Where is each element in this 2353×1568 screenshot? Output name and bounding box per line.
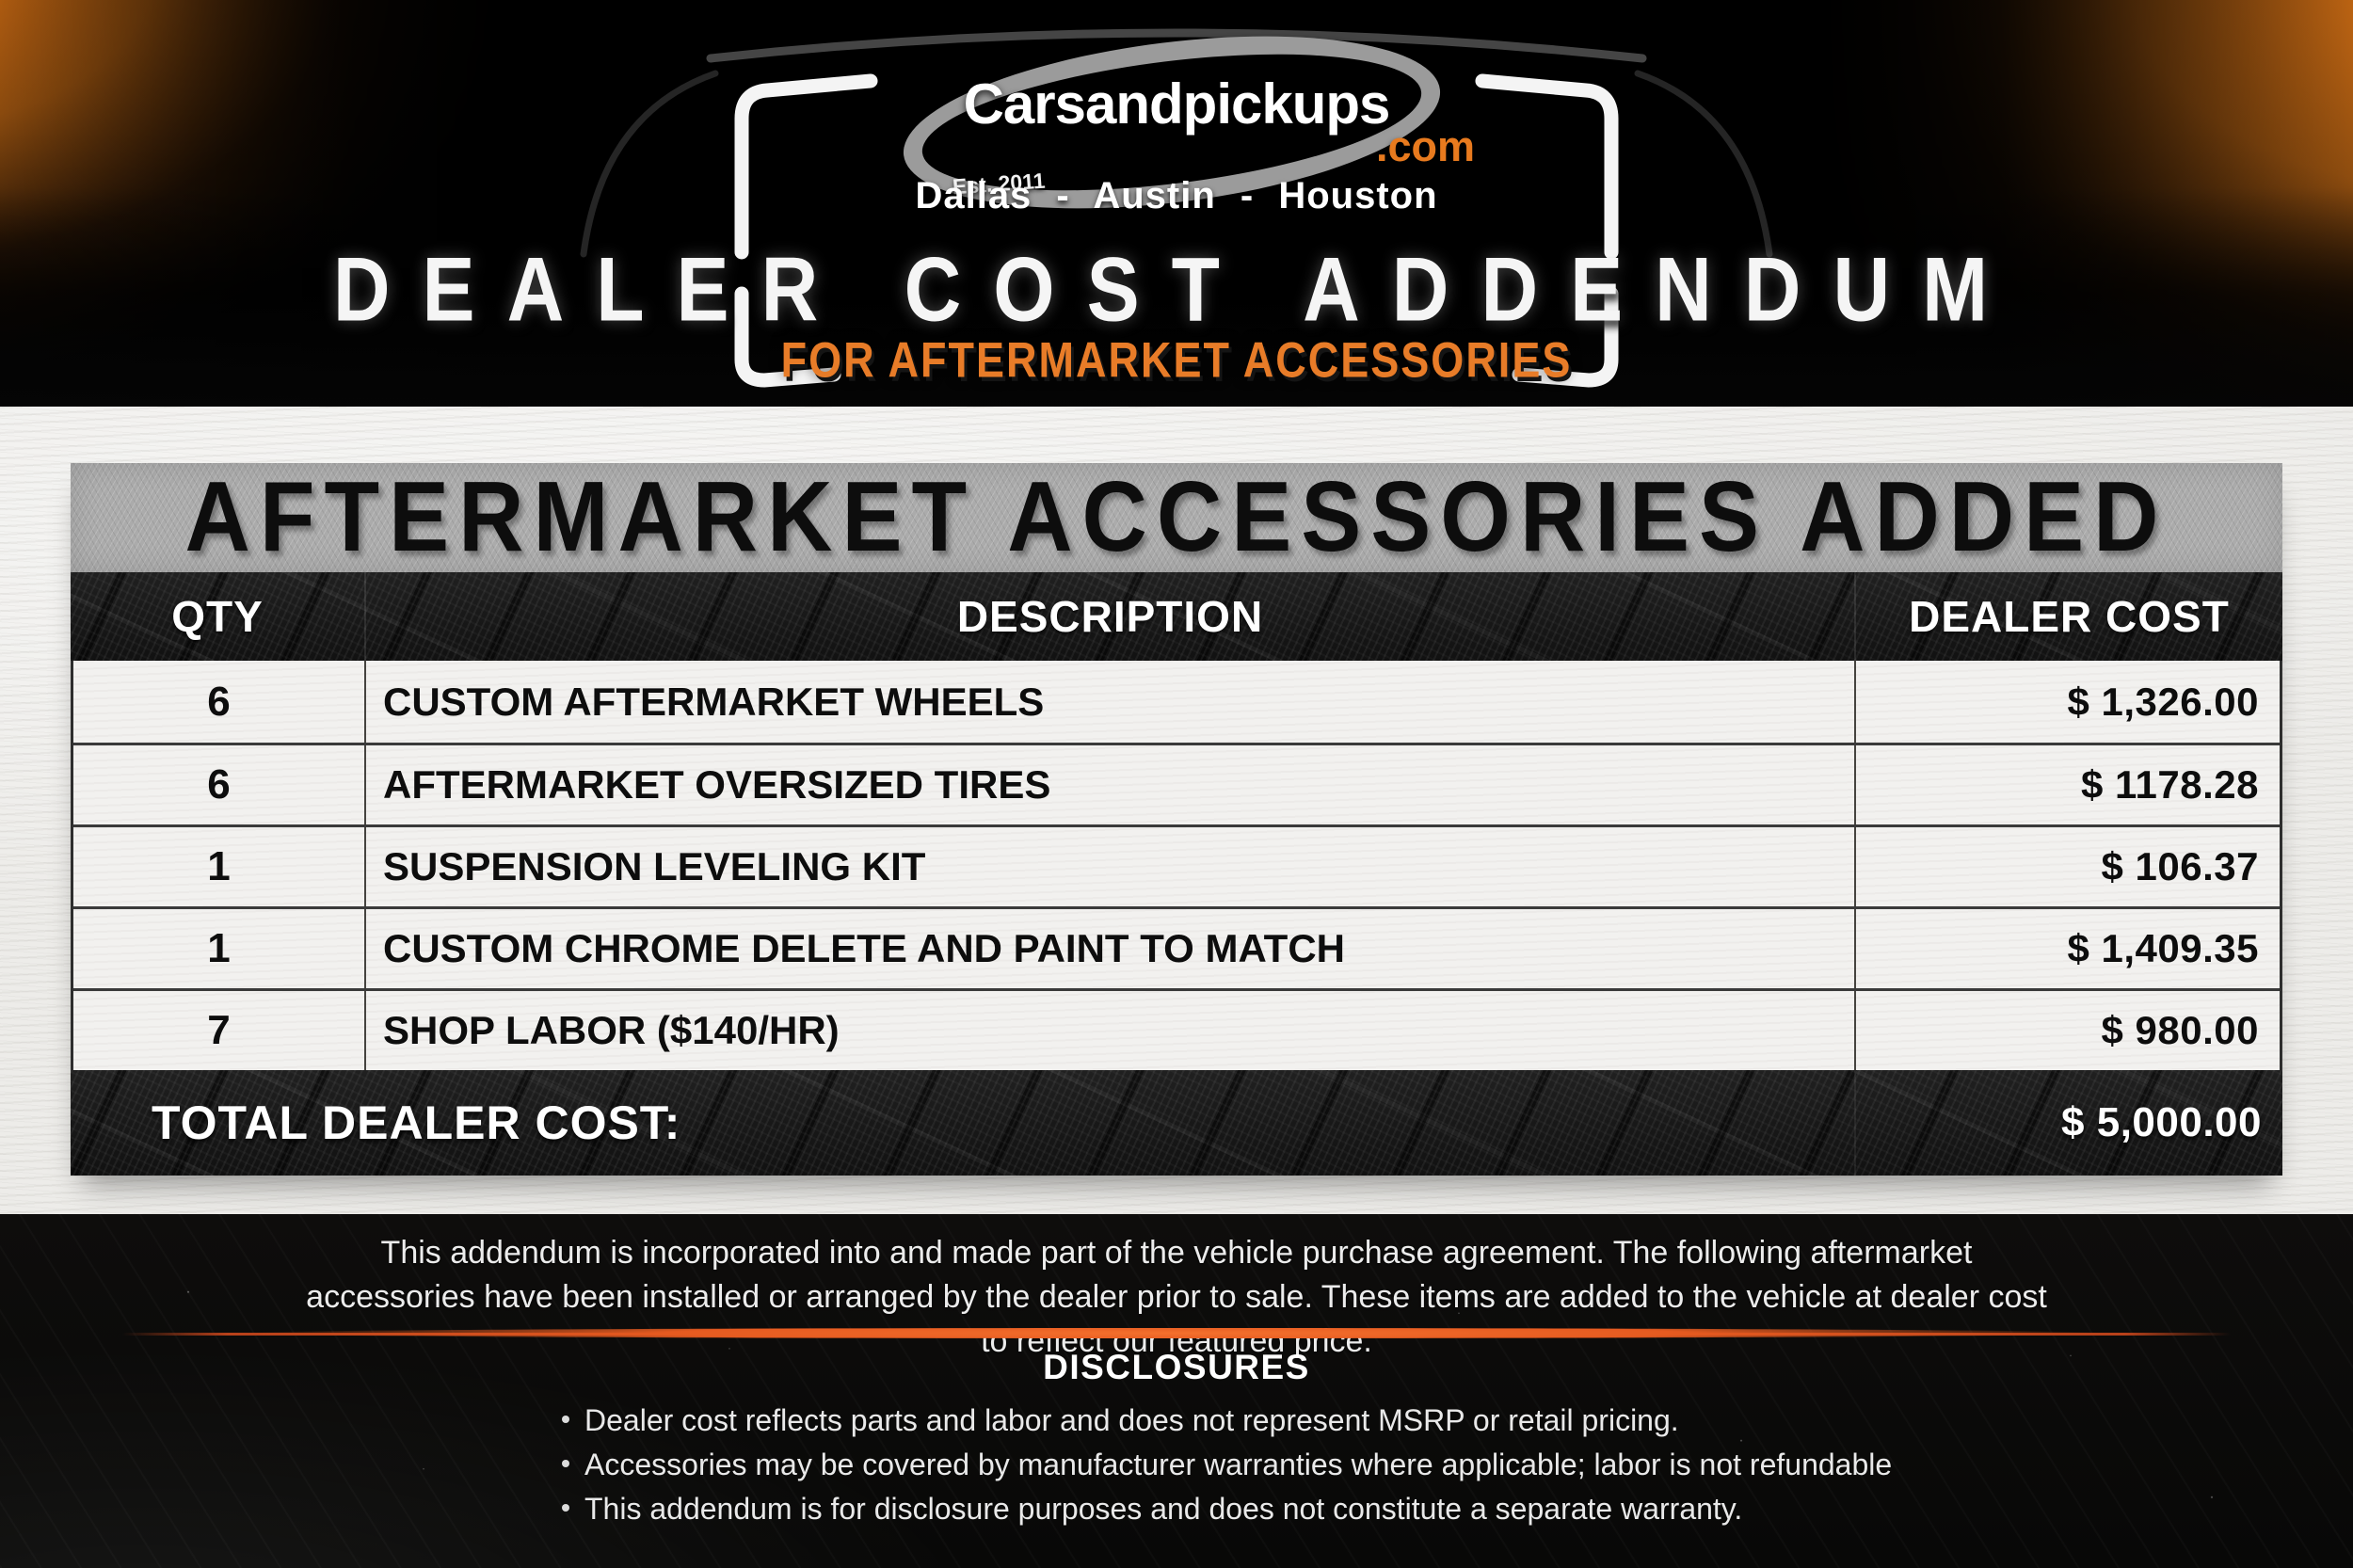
disclosure-text: Dealer cost reflects parts and labor and…: [584, 1403, 1679, 1437]
page-subtitle: FOR AFTERMARKET ACCESSORIES: [780, 331, 1573, 389]
table-row: 7 SHOP LABOR ($140/HR) $ 980.00: [73, 988, 2280, 1070]
agreement-text: This addendum is incorporated into and m…: [306, 1235, 2047, 1359]
cell-description: AFTERMARKET OVERSIZED TIRES: [364, 745, 1854, 824]
brand-locations: Dallas - Austin - Houston: [915, 175, 1438, 216]
cell-qty: 1: [207, 843, 231, 889]
list-item: Dealer cost reflects parts and labor and…: [562, 1399, 1892, 1443]
addendum-table: AFTERMARKET ACCESSORIES ADDED QTY DESCRI…: [71, 462, 2282, 1176]
bullet-icon: [562, 1416, 569, 1424]
cell-description: CUSTOM CHROME DELETE AND PAINT TO MATCH: [364, 909, 1854, 988]
table-row: 1 SUSPENSION LEVELING KIT $ 106.37: [73, 824, 2280, 906]
brand-tld: .com: [1376, 122, 1476, 170]
bullet-icon: [562, 1460, 569, 1468]
right-headlight-icon: [1475, 73, 1619, 388]
hood-arc: [580, 28, 1773, 258]
cell-dealer-cost: $ 1178.28: [1854, 745, 2280, 824]
total-label: TOTAL DEALER COST:: [152, 1096, 681, 1149]
cell-description: SUSPENSION LEVELING KIT: [364, 827, 1854, 906]
disclosures-title: DISCLOSURES: [1043, 1348, 1310, 1386]
cell-dealer-cost: $ 1,326.00: [1854, 661, 2280, 743]
cell-description: CUSTOM AFTERMARKET WHEELS: [364, 661, 1854, 743]
cell-qty: 6: [207, 678, 231, 725]
cell-dealer-cost: $ 1,409.35: [1854, 909, 2280, 988]
table-title: AFTERMARKET ACCESSORIES ADDED: [184, 461, 2169, 573]
list-item: Accessories may be covered by manufactur…: [562, 1443, 1892, 1487]
cell-qty: 7: [207, 1007, 231, 1053]
cell-qty: 6: [207, 761, 231, 808]
cell-dealer-cost: $ 980.00: [1854, 991, 2280, 1070]
divider-highlight: [248, 1328, 2105, 1338]
truck-front-graphic: [580, 28, 1773, 388]
disclosure-text: This addendum is for disclosure purposes…: [584, 1492, 1743, 1526]
column-header-description: DESCRIPTION: [364, 572, 1854, 661]
page-title: DEALER COST ADDENDUM: [332, 238, 2021, 341]
table-row: 1 CUSTOM CHROME DELETE AND PAINT TO MATC…: [73, 906, 2280, 988]
hero-header: Carsandpickups Est. 2011 .com Dallas - A…: [0, 0, 2353, 407]
brand-name: Carsandpickups: [963, 72, 1391, 136]
cell-qty: 1: [207, 925, 231, 971]
content-band: AFTERMARKET ACCESSORIES ADDED QTY DESCRI…: [0, 407, 2353, 1214]
orange-divider: [122, 1327, 2231, 1340]
column-header-dealer-cost: DEALER COST: [1854, 572, 2282, 661]
disclosures-list: Dealer cost reflects parts and labor and…: [562, 1399, 1892, 1531]
table-title-band: AFTERMARKET ACCESSORIES ADDED: [71, 462, 2282, 572]
table-total-row: TOTAL DEALER COST: $ 5,000.00: [71, 1070, 2282, 1176]
cell-dealer-cost: $ 106.37: [1854, 827, 2280, 906]
brand-logo: Carsandpickups Est. 2011 .com Dallas - A…: [0, 0, 2353, 407]
column-header-qty: QTY: [171, 592, 264, 641]
cell-description: SHOP LABOR ($140/HR): [364, 991, 1854, 1070]
footer: This addendum is incorporated into and m…: [0, 1214, 2353, 1568]
list-item: This addendum is for disclosure purposes…: [562, 1487, 1892, 1531]
bullet-icon: [562, 1504, 569, 1512]
table-row: 6 CUSTOM AFTERMARKET WHEELS $ 1,326.00: [73, 661, 2280, 743]
table-header-row: QTY DESCRIPTION DEALER COST: [71, 572, 2282, 661]
left-headlight-icon: [734, 73, 878, 388]
disclosure-text: Accessories may be covered by manufactur…: [584, 1448, 1893, 1481]
total-value: $ 5,000.00: [2061, 1099, 2262, 1145]
table-row: 6 AFTERMARKET OVERSIZED TIRES $ 1178.28: [73, 743, 2280, 824]
table-body: 6 CUSTOM AFTERMARKET WHEELS $ 1,326.00 6…: [71, 661, 2282, 1070]
